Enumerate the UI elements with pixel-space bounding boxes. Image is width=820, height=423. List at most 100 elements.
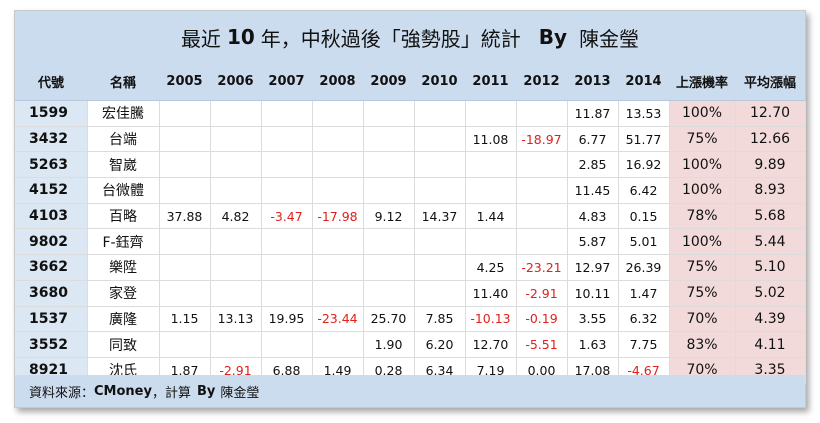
- table-row: 4152 台微體 11.45 6.42 100% 8.93: [15, 177, 806, 204]
- year-return: [363, 177, 415, 204]
- year-return: [516, 177, 568, 204]
- year-return: 9.12: [363, 203, 415, 230]
- year-return: 11.08: [465, 126, 517, 153]
- year-return: 4.82: [210, 203, 262, 230]
- year-return: -5.51: [516, 331, 568, 358]
- year-return: 11.45: [567, 177, 619, 204]
- year-return: -2.91: [516, 280, 568, 307]
- up-probability: 75%: [669, 254, 736, 281]
- strong-stocks-table: 代號 名稱 2005 2006 2007 2008 2009 2010 2011…: [15, 63, 806, 384]
- average-gain: 12.70: [735, 100, 806, 127]
- footer-by: By: [197, 383, 216, 399]
- header-year: 2008: [312, 63, 363, 101]
- year-return: [261, 254, 313, 281]
- year-return: [312, 228, 364, 256]
- year-return: [159, 100, 211, 127]
- year-return: [261, 228, 313, 256]
- year-return: [261, 177, 313, 204]
- stock-code: 1537: [15, 306, 88, 333]
- year-return: -17.98: [312, 203, 364, 230]
- year-return: 1.15: [159, 306, 211, 333]
- stock-code: 4103: [15, 203, 88, 230]
- stock-name: 宏佳騰: [87, 100, 160, 127]
- year-return: -3.47: [261, 203, 313, 230]
- year-return: [159, 151, 211, 179]
- year-return: 4.25: [465, 254, 517, 281]
- year-return: 13.53: [618, 100, 670, 127]
- table-body: 1599 宏佳騰 11.87 13.53 100% 12.70 3432 台端 11.08 -18…: [15, 100, 806, 384]
- average-gain: 4.11: [735, 331, 806, 358]
- year-return: 6.20: [414, 331, 466, 358]
- year-return: [210, 100, 262, 127]
- year-return: 2.85: [567, 151, 619, 179]
- table-row: 3662 樂陞 4.25 -23.21 12.97 26.39 75% 5.10: [15, 254, 806, 281]
- up-probability: 100%: [669, 151, 736, 179]
- stock-name: 家登: [87, 280, 160, 307]
- year-return: [210, 254, 262, 281]
- year-return: [210, 151, 262, 179]
- year-return: [414, 228, 466, 256]
- year-return: [261, 151, 313, 179]
- header-year: 2005: [159, 63, 210, 101]
- footer-label: 資料來源：: [29, 385, 95, 401]
- table-title: 最近 10 年，中秋過後「強勢股」統計 By 陳金瑩: [15, 11, 805, 63]
- header-year: 2009: [363, 63, 414, 101]
- year-return: 6.32: [618, 306, 670, 333]
- table-row: 4103 百略 37.88 4.82 -3.47 -17.98 9.12 14.37 1.44 4…: [15, 203, 806, 230]
- header-year: 2007: [261, 63, 312, 101]
- footer-author: 陳金瑩: [220, 385, 260, 401]
- average-gain: 5.44: [735, 228, 806, 256]
- stock-name: 智崴: [87, 151, 160, 179]
- header-year: 2012: [516, 63, 567, 101]
- header-code: 代號: [15, 63, 87, 101]
- year-return: [312, 280, 364, 307]
- stock-code: 3680: [15, 280, 88, 307]
- year-return: -18.97: [516, 126, 568, 153]
- year-return: [210, 280, 262, 307]
- year-return: [159, 331, 211, 358]
- year-return: [363, 126, 415, 153]
- year-return: 3.55: [567, 306, 619, 333]
- year-return: 16.92: [618, 151, 670, 179]
- table-row: 1537 廣隆 1.15 13.13 19.95 -23.44 25.70 7.85 -10.1…: [15, 306, 806, 333]
- header-row: 代號 名稱 2005 2006 2007 2008 2009 2010 2011…: [15, 63, 805, 101]
- year-return: 1.49: [312, 357, 364, 384]
- year-return: [159, 254, 211, 281]
- stock-code: 1599: [15, 100, 88, 127]
- year-return: [516, 228, 568, 256]
- year-return: 12.97: [567, 254, 619, 281]
- header-year: 2014: [618, 63, 669, 101]
- year-return: [363, 151, 415, 179]
- source-footer: 資料來源： CMoney ，計算 By 陳金瑩: [15, 375, 805, 407]
- year-return: [465, 228, 517, 256]
- up-probability: 100%: [669, 100, 736, 127]
- year-return: 26.39: [618, 254, 670, 281]
- year-return: 4.83: [567, 203, 619, 230]
- year-return: [465, 100, 517, 127]
- up-probability: 75%: [669, 126, 736, 153]
- up-probability: 100%: [669, 177, 736, 204]
- title-by: By: [538, 25, 568, 49]
- year-return: 37.88: [159, 203, 211, 230]
- title-suffix: 年，中秋過後「強勢股」統計: [260, 26, 521, 51]
- year-return: 12.70: [465, 331, 517, 358]
- up-probability: 75%: [669, 280, 736, 307]
- year-return: [414, 254, 466, 281]
- stock-name: 樂陞: [87, 254, 160, 281]
- year-return: [312, 151, 364, 179]
- stock-code: 5263: [15, 151, 88, 179]
- year-return: 11.40: [465, 280, 517, 307]
- average-gain: 12.66: [735, 126, 806, 153]
- footer-calc: ，計算: [151, 385, 191, 401]
- year-return: [414, 280, 466, 307]
- table-row: 1599 宏佳騰 11.87 13.53 100% 12.70: [15, 100, 806, 127]
- year-return: [210, 228, 262, 256]
- year-return: [363, 254, 415, 281]
- header-year: 2011: [465, 63, 516, 101]
- year-return: 0.15: [618, 203, 670, 230]
- year-return: [261, 331, 313, 358]
- stock-name: 台端: [87, 126, 160, 153]
- stock-code: 3662: [15, 254, 88, 281]
- year-return: 1.90: [363, 331, 415, 358]
- year-return: [465, 151, 517, 179]
